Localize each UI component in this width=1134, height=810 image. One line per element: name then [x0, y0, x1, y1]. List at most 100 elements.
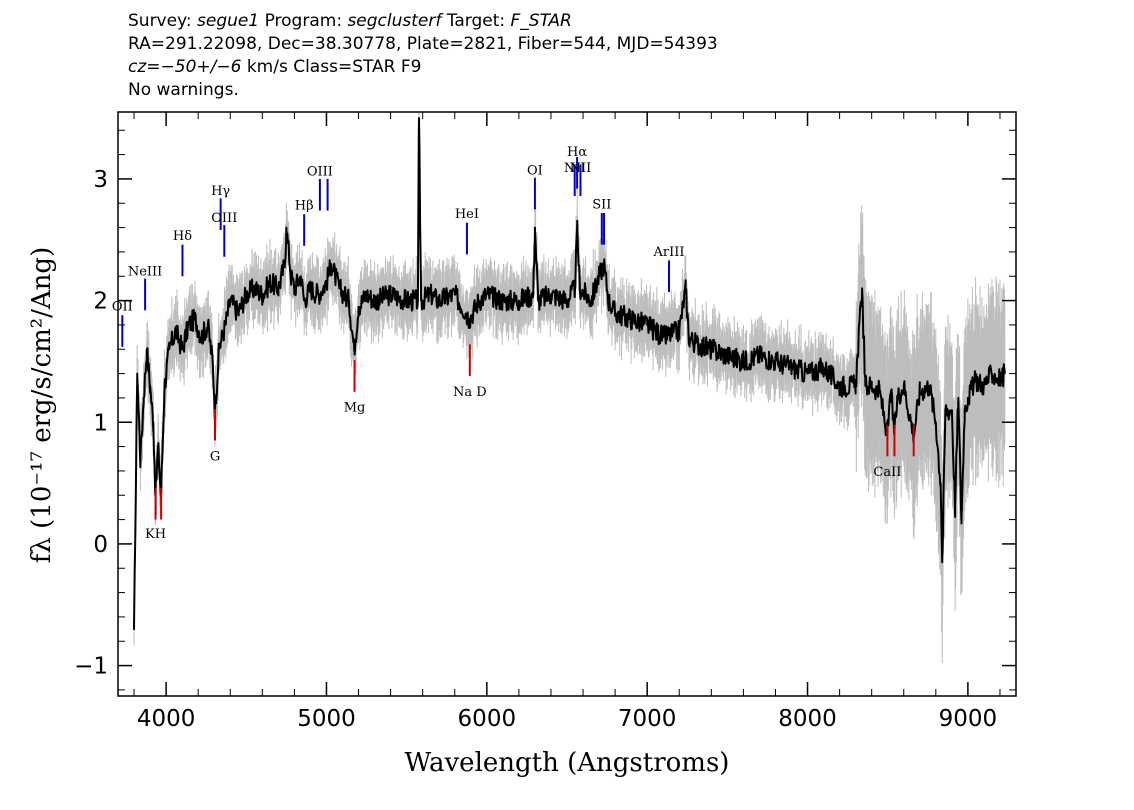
flux-point — [871, 385, 873, 387]
flux-point — [418, 117, 420, 119]
survey-label: Survey: — [128, 11, 198, 31]
flux-point — [603, 263, 605, 265]
flux-point — [598, 275, 600, 277]
y-tick-label: 2 — [93, 289, 108, 315]
flux-point — [1004, 373, 1006, 375]
flux-point — [823, 366, 825, 369]
flux-point — [285, 227, 287, 229]
flux-point — [207, 324, 209, 326]
flux-series-line — [133, 117, 1006, 631]
flux-point — [964, 409, 966, 411]
emission-line-label: OIII — [307, 165, 333, 180]
flux-point — [417, 300, 419, 302]
flux-point — [136, 373, 138, 375]
flux-point — [864, 385, 866, 387]
flux-point — [806, 373, 809, 375]
flux-point — [146, 348, 148, 350]
flux-point — [576, 227, 578, 229]
flux-point — [220, 342, 222, 344]
y-tick-label: −1 — [74, 654, 108, 680]
flux-point — [944, 409, 947, 411]
flux-point — [710, 348, 712, 350]
flux-point — [566, 300, 568, 302]
flux-point — [534, 227, 536, 229]
x-axis-label: Wavelength (Angstroms) — [405, 748, 730, 778]
flux-point — [941, 561, 943, 563]
flux-point — [200, 336, 202, 338]
flux-point — [685, 287, 687, 289]
flux-point — [999, 379, 1001, 381]
flux-series-layer — [133, 117, 1006, 631]
flux-point — [960, 519, 963, 521]
flux-point — [608, 300, 610, 302]
flux-point — [951, 409, 953, 411]
header-line-coordinates: RA=291.22098, Dec=38.30778, Plate=2821, … — [128, 34, 718, 54]
flux-point — [688, 336, 690, 338]
flux-point — [277, 287, 279, 289]
flux-point — [532, 293, 534, 296]
classification-text: km/s Class=STAR F9 — [241, 57, 422, 77]
flux-point — [300, 275, 302, 277]
flux-point — [353, 348, 355, 350]
emission-line-label: OI — [527, 163, 543, 178]
error-band-layer — [133, 111, 1006, 663]
flux-point — [269, 281, 271, 283]
absorption-line-label: Mg — [344, 401, 366, 416]
flux-point — [919, 391, 921, 393]
x-tick-label: 4000 — [137, 706, 196, 732]
flux-point — [774, 360, 777, 362]
flux-point — [630, 318, 632, 320]
flux-point — [309, 287, 311, 289]
x-tick-label: 6000 — [458, 706, 517, 732]
y-tick-label: 3 — [93, 167, 108, 193]
flux-point — [406, 300, 408, 302]
header-line-survey: Survey: segue1 Program: segclusterf Targ… — [128, 10, 1028, 33]
flux-point — [229, 300, 231, 302]
flux-point — [454, 293, 456, 296]
y-axis-label: fλ (10⁻¹⁷ erg/s/cm²/Ang) — [27, 247, 57, 563]
emission-line-label: HeI — [455, 207, 479, 222]
flux-point — [212, 360, 214, 362]
flux-point — [646, 324, 648, 326]
flux-point — [420, 300, 422, 302]
absorption-line-label: Na D — [453, 385, 487, 400]
flux-point — [181, 348, 183, 350]
flux-point — [940, 482, 942, 484]
flux-point — [348, 300, 350, 302]
x-tick-label: 5000 — [297, 706, 356, 732]
flux-point — [967, 397, 969, 399]
flux-point — [139, 458, 141, 460]
x-tick-label: 7000 — [618, 706, 677, 732]
flux-point — [430, 293, 432, 296]
flux-point — [284, 263, 286, 265]
flux-point — [928, 385, 931, 387]
flux-point — [163, 385, 166, 387]
flux-point — [317, 293, 319, 296]
program-value: segclusterf — [347, 11, 442, 31]
target-value: F_STAR — [510, 11, 572, 31]
flux-point — [143, 397, 145, 399]
flux-point — [879, 391, 881, 393]
flux-point — [935, 421, 937, 423]
absorption-line-label: CaII — [873, 465, 901, 480]
emission-line-label: SII — [592, 197, 611, 212]
flux-point — [338, 287, 340, 289]
header-line-warnings: No warnings. — [128, 80, 239, 100]
error-band — [133, 111, 1006, 663]
flux-point — [261, 293, 263, 296]
program-label: Program: — [259, 11, 348, 31]
header-line-redshift: cz=−50+/−6 km/s Class=STAR F9 — [128, 56, 1028, 79]
flux-point — [861, 287, 863, 289]
flux-point — [537, 300, 539, 302]
flux-point — [390, 293, 392, 296]
flux-point — [855, 385, 857, 387]
flux-point — [957, 397, 959, 399]
emission-line-label: Hγ — [211, 184, 230, 199]
flux-point — [469, 318, 471, 320]
y-tick-label: 0 — [93, 532, 108, 558]
flux-point — [245, 293, 247, 296]
flux-point — [518, 300, 520, 302]
axes-layer: 4000 5000 6000 7000 8000 9000 −1 0 1 2 3 — [74, 111, 1017, 732]
